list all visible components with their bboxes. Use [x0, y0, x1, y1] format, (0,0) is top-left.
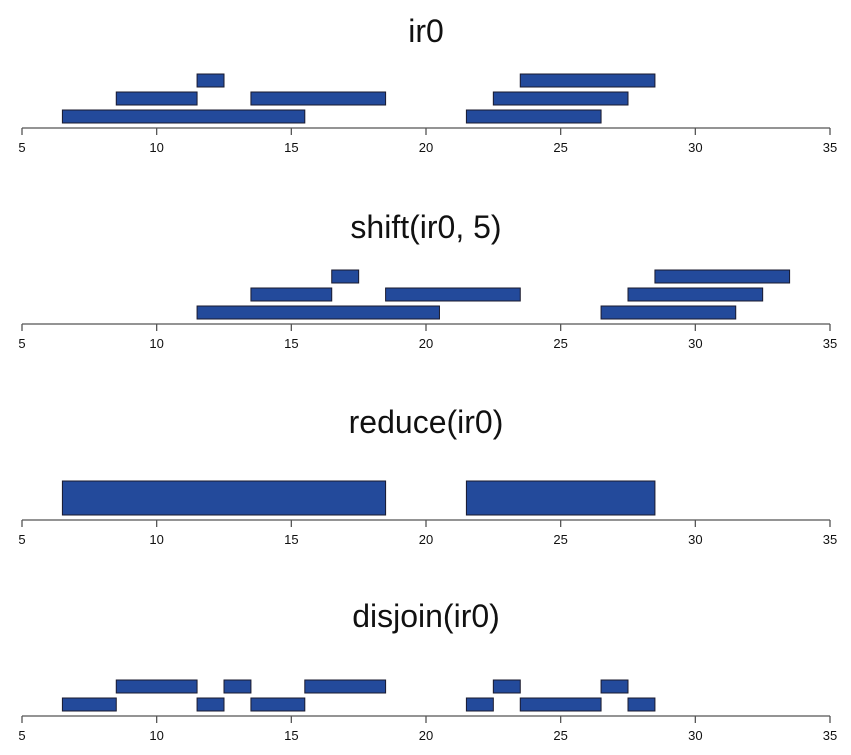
x-tick-label: 35 — [823, 728, 837, 743]
x-tick-label: 35 — [823, 532, 837, 547]
range-bar — [519, 73, 656, 88]
x-tick-label: 5 — [18, 336, 25, 351]
x-tick-label: 15 — [284, 336, 298, 351]
range-bar — [331, 269, 360, 284]
x-tick-label: 25 — [553, 728, 567, 743]
x-tick-label: 20 — [419, 336, 433, 351]
range-bar — [196, 305, 440, 320]
panel-title: reduce(ir0) — [349, 404, 504, 440]
range-bar — [627, 697, 656, 712]
range-bar — [465, 109, 602, 124]
range-bar — [61, 697, 117, 712]
x-tick-label: 30 — [688, 336, 702, 351]
panel-1: shift(ir0, 5) 5 10 15 20 25 30 35 — [18, 209, 837, 351]
range-bar — [600, 305, 737, 320]
panel-3: disjoin(ir0) 5 10 15 20 25 30 35 — [18, 598, 837, 743]
range-bar — [654, 269, 791, 284]
x-tick-label: 10 — [149, 336, 163, 351]
range-bar — [250, 91, 387, 106]
x-tick-label: 5 — [18, 532, 25, 547]
x-tick-label: 30 — [688, 728, 702, 743]
x-tick-label: 5 — [18, 728, 25, 743]
x-tick-label: 35 — [823, 140, 837, 155]
panel-title: disjoin(ir0) — [352, 598, 500, 634]
range-bar — [115, 679, 198, 694]
x-tick-label: 30 — [688, 532, 702, 547]
x-tick-label: 25 — [553, 336, 567, 351]
x-tick-label: 20 — [419, 728, 433, 743]
range-bar — [627, 287, 764, 302]
range-bar — [196, 73, 225, 88]
x-tick-label: 15 — [284, 532, 298, 547]
panel-title: shift(ir0, 5) — [350, 209, 501, 245]
range-bar — [492, 91, 629, 106]
x-tick-label: 15 — [284, 728, 298, 743]
panel-title: ir0 — [408, 13, 444, 49]
range-bar — [223, 679, 252, 694]
x-tick-label: 10 — [149, 532, 163, 547]
x-tick-label: 30 — [688, 140, 702, 155]
x-tick-label: 20 — [419, 140, 433, 155]
range-bar — [250, 697, 306, 712]
x-tick-label: 5 — [18, 140, 25, 155]
range-bar — [61, 109, 306, 124]
range-bar — [465, 697, 494, 712]
range-bar — [519, 697, 602, 712]
range-bar — [492, 679, 521, 694]
panel-0: ir0 5 10 15 20 25 30 35 — [18, 13, 837, 155]
range-bar — [196, 697, 225, 712]
x-tick-label: 25 — [553, 140, 567, 155]
x-tick-label: 20 — [419, 532, 433, 547]
range-bar — [61, 480, 387, 516]
range-bar — [304, 679, 387, 694]
x-tick-label: 35 — [823, 336, 837, 351]
range-bar — [600, 679, 629, 694]
range-bar — [385, 287, 521, 302]
range-bar — [250, 287, 333, 302]
x-tick-label: 15 — [284, 140, 298, 155]
x-tick-label: 25 — [553, 532, 567, 547]
panel-2: reduce(ir0) 5 10 15 20 25 30 35 — [18, 404, 837, 547]
range-bar — [465, 480, 656, 516]
range-bar — [115, 91, 198, 106]
x-tick-label: 10 — [149, 728, 163, 743]
x-tick-label: 10 — [149, 140, 163, 155]
